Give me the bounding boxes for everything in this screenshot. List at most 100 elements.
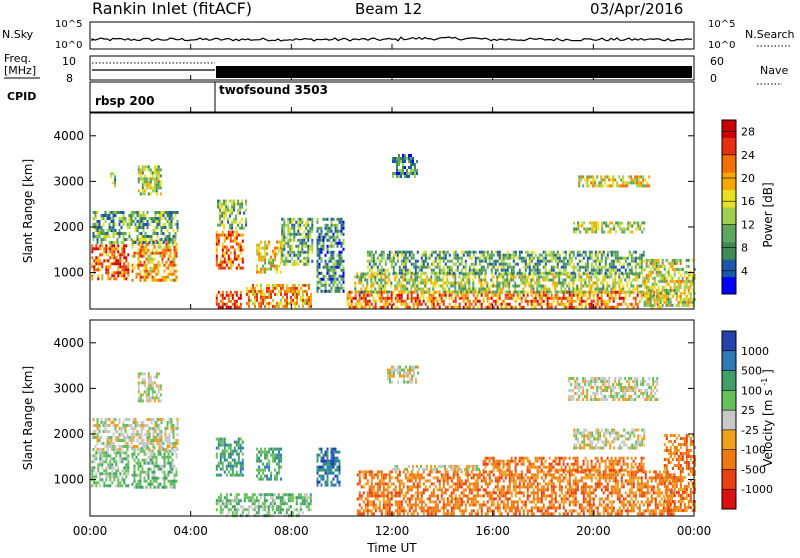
echo-cell [609, 300, 611, 303]
echo-cell [613, 263, 615, 266]
echo-cell [391, 263, 393, 266]
echo-cell [640, 285, 642, 288]
echo-cell [107, 430, 109, 433]
echo-cell [150, 399, 152, 402]
echo-cell [152, 483, 154, 486]
echo-cell [164, 453, 166, 456]
echo-cell [319, 251, 321, 254]
echo-cell [151, 442, 153, 445]
echo-cell [380, 279, 382, 282]
echo-cell [392, 172, 394, 175]
echo-cell [164, 465, 166, 468]
echo-cell [416, 285, 418, 288]
echo-cell [378, 288, 380, 291]
echo-cell [688, 289, 690, 292]
echo-cell [107, 265, 109, 268]
echo-cell [227, 209, 229, 212]
echo-cell [514, 282, 516, 285]
echo-cell [573, 254, 575, 257]
echo-cell [107, 466, 109, 469]
echo-cell [161, 430, 163, 433]
echo-cell [408, 154, 410, 157]
echo-cell [134, 477, 136, 480]
echo-cell [406, 288, 408, 291]
echo-cell [650, 286, 652, 289]
echo-cell [686, 277, 688, 280]
echo-cell [127, 424, 129, 427]
echo-cell [466, 291, 468, 294]
echo-cell [662, 262, 664, 265]
echo-cell [688, 304, 690, 307]
echo-cell [496, 276, 498, 279]
echo-cell [216, 294, 218, 297]
echo-cell [509, 257, 511, 260]
echo-cell [371, 303, 373, 306]
echo-cell [617, 254, 619, 257]
echo-cell [486, 291, 488, 294]
echo-cell [142, 168, 144, 171]
echo-cell [415, 303, 417, 306]
echo-cell [471, 269, 473, 272]
echo-cell [329, 278, 331, 281]
echo-cell [158, 267, 160, 270]
echo-cell [258, 460, 260, 463]
echo-cell [409, 269, 411, 272]
echo-cell [138, 399, 140, 402]
echo-cell [236, 471, 238, 474]
echo-cell [254, 299, 256, 302]
echo-cell [597, 222, 599, 225]
echo-cell [299, 233, 301, 236]
echo-cell [325, 260, 327, 263]
echo-cell [475, 272, 477, 275]
echo-cell [461, 269, 463, 272]
echo-cell [414, 169, 416, 172]
echo-cell [229, 224, 231, 227]
echo-cell [107, 418, 109, 421]
echo-cell [99, 247, 101, 250]
echo-cell [403, 263, 405, 266]
echo-cell [392, 157, 394, 160]
echo-cell [566, 285, 568, 288]
echo-cell [117, 232, 119, 235]
echo-cell [337, 254, 339, 257]
echo-cell [565, 263, 567, 266]
echo-cell [643, 260, 645, 263]
echo-cell [295, 221, 297, 224]
echo-cell [138, 180, 140, 183]
echo-cell [227, 221, 229, 224]
echo-cell [571, 306, 573, 309]
echo-cell [256, 250, 258, 253]
echo-cell [150, 459, 152, 462]
echo-cell [567, 263, 569, 266]
echo-cell [524, 279, 526, 282]
echo-cell [146, 267, 148, 270]
echo-cell [141, 214, 143, 217]
echo-cell [509, 291, 511, 294]
echo-cell [167, 211, 169, 214]
echo-cell [154, 474, 156, 477]
echo-cell [171, 427, 173, 430]
echo-cell [591, 272, 593, 275]
echo-cell [682, 280, 684, 283]
echo-cell [387, 254, 389, 257]
echo-cell [614, 282, 616, 285]
echo-cell [148, 474, 150, 477]
echo-cell [343, 287, 345, 290]
echo-cell [558, 291, 560, 294]
echo-cell [303, 242, 305, 245]
echo-cell [166, 474, 168, 477]
echo-cell [123, 472, 125, 475]
echo-cell [156, 183, 158, 186]
echo-cell [101, 454, 103, 457]
echo-cell [440, 285, 442, 288]
echo-cell [293, 218, 295, 221]
echo-cell [417, 266, 419, 269]
echo-cell [598, 279, 600, 282]
echo-cell [121, 460, 123, 463]
echo-cell [411, 257, 413, 260]
echo-cell [680, 280, 682, 283]
echo-cell [599, 297, 601, 300]
echo-cell [125, 457, 127, 460]
echo-cell [157, 211, 159, 214]
echo-cell [260, 271, 262, 274]
